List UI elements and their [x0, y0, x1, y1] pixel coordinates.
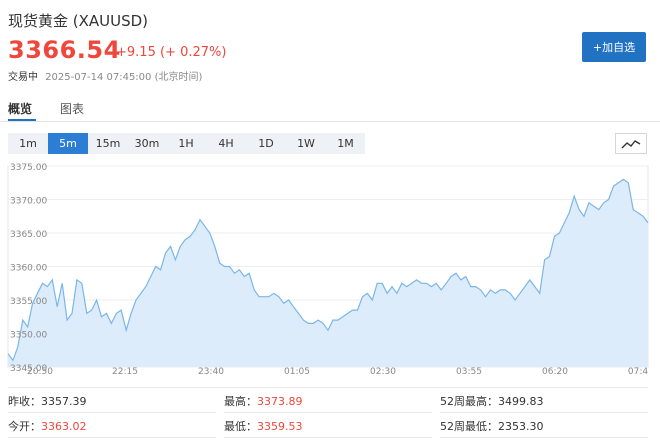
x-tick-label: 06:20	[542, 367, 568, 377]
stats-divider	[8, 437, 216, 438]
stat-prev-close-label: 昨收：	[8, 395, 41, 408]
stat-52w-high-label: 52周最高：	[440, 395, 498, 408]
tab-chart[interactable]: 图表	[60, 102, 85, 116]
chart-type-button[interactable]	[615, 133, 647, 154]
stat-open: 今开：3363.02	[8, 418, 87, 434]
price-area	[8, 179, 648, 367]
stat-52w-high: 52周最高：3499.83	[440, 393, 544, 409]
stat-prev-close-value: 3357.39	[41, 395, 87, 408]
stats-divider	[224, 437, 432, 438]
x-tick-label: 20:50	[27, 367, 53, 377]
stat-52w-low-label: 52周最低：	[440, 420, 498, 433]
add-to-watchlist-button[interactable]: +加自选	[582, 32, 646, 62]
stats-divider	[8, 387, 648, 388]
trading-status-label: 交易中	[8, 72, 38, 83]
y-tick-label: 3375.00	[10, 163, 47, 173]
stats-divider	[440, 437, 648, 438]
stats-divider	[440, 412, 648, 413]
x-tick-label: 01:05	[284, 367, 310, 377]
x-tick-label: 03:55	[456, 367, 482, 377]
stat-low-value: 3359.53	[257, 420, 303, 433]
x-tick-label: 07:4	[628, 367, 648, 377]
stat-52w-high-value: 3499.83	[498, 395, 544, 408]
y-tick-label: 3355.00	[10, 297, 47, 307]
y-tick-label: 3350.00	[10, 331, 47, 341]
tab-bar: 概览 图表	[0, 94, 660, 122]
stat-low-label: 最低：	[224, 420, 257, 433]
line-chart-icon	[621, 139, 641, 148]
stat-52w-low-value: 2353.30	[498, 420, 544, 433]
stat-low: 最低：3359.53	[224, 418, 303, 434]
stat-high-value: 3373.89	[257, 395, 303, 408]
instrument-title: 现货黄金 (XAUUSD)	[8, 12, 149, 30]
y-tick-label: 3360.00	[10, 264, 47, 274]
current-price: 3366.54	[8, 36, 121, 64]
stat-high-label: 最高：	[224, 395, 257, 408]
stats-divider	[8, 412, 216, 413]
y-tick-label: 3370.00	[10, 197, 47, 207]
stats-divider	[224, 412, 432, 413]
x-tick-label: 02:30	[370, 367, 396, 377]
stat-open-value: 3363.02	[41, 420, 87, 433]
price-chart[interactable]: 3375.00 3370.00 3365.00 3360.00 3355.00 3350.…	[0, 162, 660, 382]
interval-4h-button[interactable]: 4H	[218, 137, 234, 150]
market-status: 交易中 2025-07-14 07:45:00 (北京时间)	[8, 68, 202, 83]
quote-timestamp: 2025-07-14 07:45:00 (北京时间)	[45, 72, 203, 83]
interval-selector: 1m 5m 15m 30m 1H 4H 1D 1W 1M	[8, 133, 365, 154]
tab-overview[interactable]: 概览	[8, 102, 33, 116]
stat-52w-low: 52周最低：2353.30	[440, 418, 544, 434]
y-tick-label: 3345.00	[10, 364, 47, 374]
interval-1w-button[interactable]: 1W	[297, 137, 315, 150]
active-tab-indicator	[8, 119, 36, 121]
interval-15m-button[interactable]: 15m	[95, 137, 121, 150]
interval-1m-button[interactable]: 1m	[19, 137, 37, 150]
y-tick-label: 3365.00	[10, 230, 47, 240]
interval-1d-button[interactable]: 1D	[258, 137, 274, 150]
stat-high: 最高：3373.89	[224, 393, 303, 409]
price-line	[7, 178, 649, 362]
stat-open-label: 今开：	[8, 420, 41, 433]
interval-1m-month-button[interactable]: 1M	[337, 137, 354, 150]
interval-1h-button[interactable]: 1H	[178, 137, 194, 150]
interval-5m-button[interactable]: 5m	[48, 133, 88, 154]
x-tick-label: 23:40	[198, 367, 224, 377]
interval-30m-button[interactable]: 30m	[134, 137, 160, 150]
price-change: +9.15 (+ 0.27%)	[116, 45, 227, 60]
x-tick-label: 22:15	[112, 367, 138, 377]
stat-prev-close: 昨收：3357.39	[8, 393, 87, 409]
price-chart-svg: 3375.00 3370.00 3365.00 3360.00 3355.00 3350.…	[7, 163, 649, 377]
